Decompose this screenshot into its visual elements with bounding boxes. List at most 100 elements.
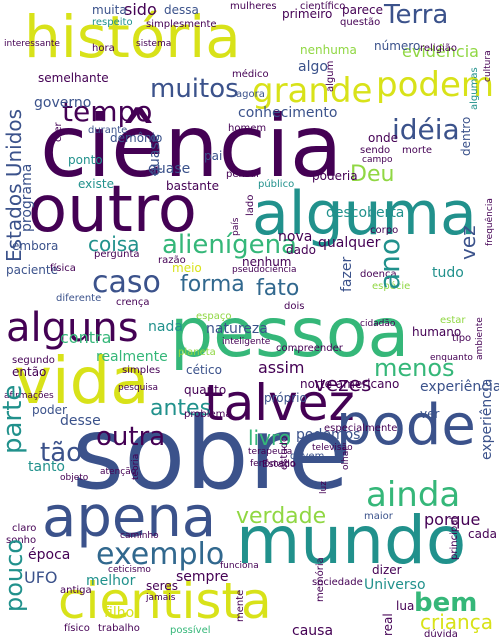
word-sistema: sistema — [136, 39, 172, 49]
word-quase-v: quase — [147, 133, 163, 176]
word-problema: problema — [184, 409, 232, 420]
word-demonio: demônio — [110, 131, 163, 145]
word-mundo: mundo — [236, 502, 467, 579]
word-ufo: UFO — [24, 568, 58, 587]
word-cada: cada — [468, 527, 497, 541]
word-ambiente: ambiente — [475, 317, 485, 360]
word-sonho: sonho — [6, 535, 37, 546]
word-pouco: pouco — [0, 538, 28, 612]
word-mulheres: mulheres — [230, 1, 277, 12]
word-nova: nova — [278, 229, 313, 245]
word-nenhuma: nenhuma — [300, 43, 357, 57]
word-fisica: física — [50, 263, 76, 274]
word-poder: poder — [32, 403, 67, 417]
word-interessante: interessante — [4, 39, 60, 49]
word-fazer: fazer — [339, 256, 355, 292]
word-principal: principal — [449, 516, 460, 560]
word-religiao: religião — [420, 43, 457, 54]
word-estudo: estudo — [279, 435, 290, 470]
word-vezes: vezes — [314, 372, 372, 396]
word-epoca: época — [28, 547, 71, 563]
word-alguma: alguma — [252, 179, 477, 249]
word-pergunta: pergunta — [94, 249, 140, 260]
word-olhar: olhar — [341, 447, 351, 470]
word-menos: menos — [374, 354, 455, 382]
word-simples: simples — [122, 365, 161, 376]
word-teoria: teoria — [131, 453, 141, 480]
word-verdade: verdade — [236, 504, 327, 529]
word-dessa: dessa — [164, 3, 199, 17]
word-forma: forma — [180, 272, 245, 297]
word-possivel: possível — [170, 625, 211, 636]
word-sendo: sendo — [360, 145, 391, 156]
word-onde: onde — [368, 131, 398, 145]
word-antes: antes — [150, 396, 212, 421]
word-assim: assim — [258, 358, 305, 377]
word-homem: homem — [228, 123, 267, 134]
word-caso: caso — [92, 265, 161, 300]
word-experiencia-v: experiência — [479, 378, 495, 460]
word-deu: Deu — [350, 162, 395, 187]
word-evidencia: evidência — [402, 42, 479, 61]
word-semelhante: semelhante — [38, 71, 109, 85]
word-nenhum: nenhum — [242, 255, 292, 269]
word-melhor: melhor — [86, 573, 136, 589]
word-entao: então — [12, 365, 47, 379]
word-algumas: algumas — [469, 67, 480, 110]
word-qualquer: qualquer — [318, 235, 381, 251]
word-norte-americano: norte americano — [300, 377, 400, 391]
word-embora: embora — [12, 239, 59, 253]
word-doenca: doença — [360, 269, 397, 280]
word-afirmacoes: afirmações — [4, 391, 54, 401]
word-desse: desse — [60, 413, 101, 429]
word-sido: sido — [124, 0, 157, 19]
word-muita: muita — [92, 3, 127, 17]
word-morte: morte — [402, 145, 433, 156]
word-terapeuta: terapeuta — [248, 447, 293, 457]
word-nada: nada — [148, 319, 183, 335]
word-enquanto: enquanto — [430, 353, 473, 363]
word-realmente: realmente — [96, 349, 168, 365]
word-durante: durante — [88, 125, 128, 136]
word-lado: lado — [245, 194, 256, 216]
word-sempre: sempre — [176, 569, 229, 585]
word-fenomeno: fenômeno — [250, 459, 296, 469]
word-cultura: cultura — [483, 50, 493, 82]
word-maioria: algum — [325, 60, 336, 92]
word-livro: livro — [248, 426, 291, 450]
word-bem: bem — [414, 588, 478, 618]
word-cetico: cético — [186, 363, 222, 377]
word-numero: número — [374, 39, 421, 53]
word-trabalho: trabalho — [98, 623, 140, 634]
word-corpo: corpo — [370, 225, 399, 236]
word-pode: pode — [336, 393, 476, 458]
word-cientista: cientista — [58, 572, 272, 630]
word-razao: razão — [158, 255, 186, 266]
word-objeto: objeto — [60, 473, 89, 483]
word-parece: parece — [342, 3, 384, 17]
word-devem: devem — [290, 451, 325, 462]
word-parte: parte — [0, 384, 28, 454]
word-crer: crer — [53, 122, 64, 142]
word-talvez: talvez — [204, 374, 355, 432]
word-segundo: segundo — [12, 355, 55, 366]
word-ainda: ainda — [366, 475, 461, 515]
word-universo: Universo — [364, 577, 426, 593]
word-meio: meio — [172, 261, 202, 275]
word-terra: Terra — [384, 0, 449, 30]
word-outra: outra — [96, 422, 166, 452]
word-historia: história — [24, 3, 241, 71]
word-especie: espécie — [372, 281, 411, 292]
word-pessoa: pessoa — [170, 294, 410, 373]
word-porque: porque — [424, 510, 481, 529]
word-experiencia: experiência — [420, 379, 499, 395]
word-sociedade: sociedade — [312, 577, 363, 588]
word-filho: filho — [104, 605, 135, 621]
word-poderia: poderia — [312, 169, 358, 183]
word-podem: podem — [376, 65, 495, 105]
word-pai: pai — [204, 149, 223, 163]
word-estar: estar — [440, 315, 466, 326]
word-televisao: televisão — [312, 443, 353, 453]
word-outro: outro — [28, 173, 197, 247]
word-vida: vida — [14, 345, 150, 419]
